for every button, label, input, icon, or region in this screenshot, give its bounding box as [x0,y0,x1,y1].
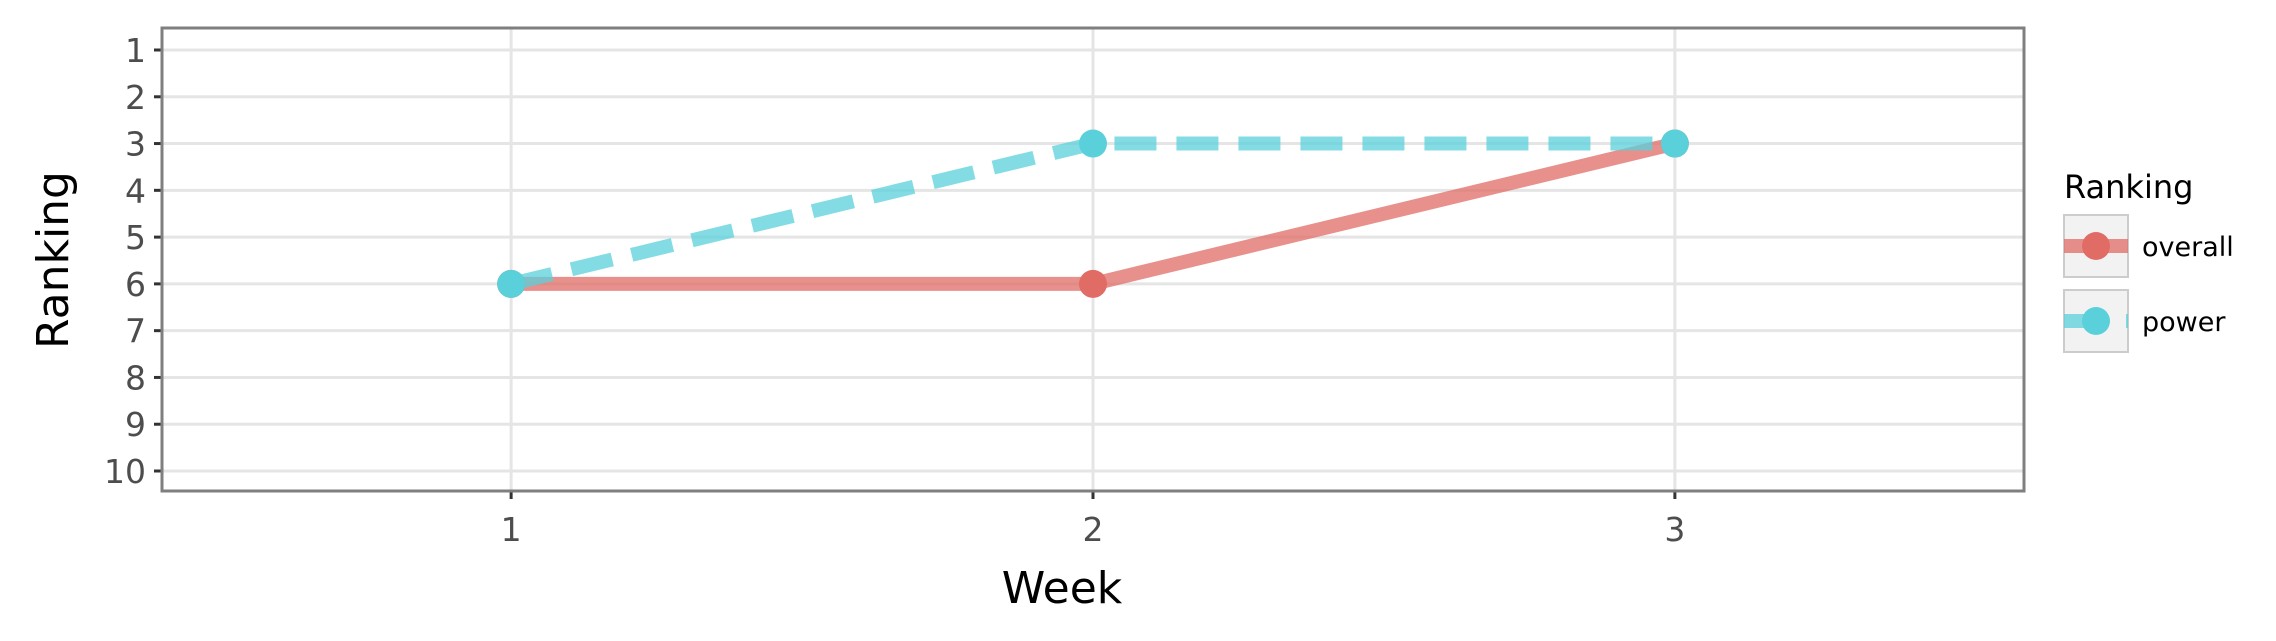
x-tick-label: 1 [501,510,522,549]
legend-item-power: power [2063,289,2226,353]
legend-item-overall: overall [2063,214,2234,278]
data-point-power [1079,129,1107,158]
plot-panel-border [160,26,2026,493]
y-tick-label: 2 [125,78,146,117]
y-tick-label: 1 [125,31,146,70]
data-point-overall [1079,269,1107,298]
series-layer [497,129,1689,298]
grid-lines [162,28,2024,491]
y-tick-label: 9 [125,405,146,444]
y-tick-label: 4 [125,171,146,210]
legend-items: overall power [2063,214,2234,353]
x-tick-label: 2 [1083,510,1104,549]
data-point-power [1660,129,1689,158]
x-axis: 1 2 3 [501,491,1685,549]
legend: Ranking overall power [2063,168,2234,353]
y-tick-label: 3 [125,125,146,164]
y-tick-label: 8 [125,358,146,397]
y-tick-label: 7 [125,312,146,351]
y-axis-title: Ranking [28,171,79,349]
legend-key-point [2082,232,2110,260]
y-tick-label: 6 [125,265,146,304]
legend-label: power [2142,307,2226,338]
x-tick-label: 3 [1664,510,1685,549]
legend-key-point [2082,307,2110,335]
legend-label: overall [2142,232,2234,263]
y-tick-label: 10 [104,452,146,491]
data-point-power [497,269,526,298]
y-tick-label: 5 [125,218,146,257]
x-axis-title: Week [1002,563,1123,614]
legend-title: Ranking [2064,168,2193,206]
y-axis: 1 2 3 4 5 6 7 8 9 10 [104,31,162,491]
series-points [497,129,1689,298]
